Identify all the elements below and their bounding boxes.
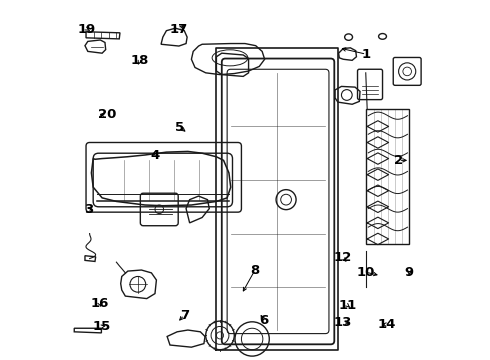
Text: 19: 19 (78, 23, 96, 36)
Text: 5: 5 (175, 121, 185, 134)
Text: 11: 11 (339, 299, 357, 312)
Text: 20: 20 (98, 108, 116, 121)
Text: 3: 3 (84, 203, 93, 216)
Text: 9: 9 (405, 266, 414, 279)
Text: 13: 13 (334, 316, 352, 329)
Text: 6: 6 (259, 314, 268, 327)
Text: 2: 2 (394, 154, 403, 167)
Text: 16: 16 (91, 297, 109, 310)
Text: 1: 1 (362, 48, 371, 61)
Text: 4: 4 (150, 149, 160, 162)
Text: 15: 15 (93, 320, 111, 333)
Text: 8: 8 (250, 264, 260, 276)
Text: 10: 10 (357, 266, 375, 279)
Text: 7: 7 (180, 309, 189, 321)
Text: 18: 18 (131, 54, 149, 67)
Text: 14: 14 (378, 318, 396, 331)
Text: 12: 12 (334, 251, 352, 264)
Text: 17: 17 (170, 23, 188, 36)
